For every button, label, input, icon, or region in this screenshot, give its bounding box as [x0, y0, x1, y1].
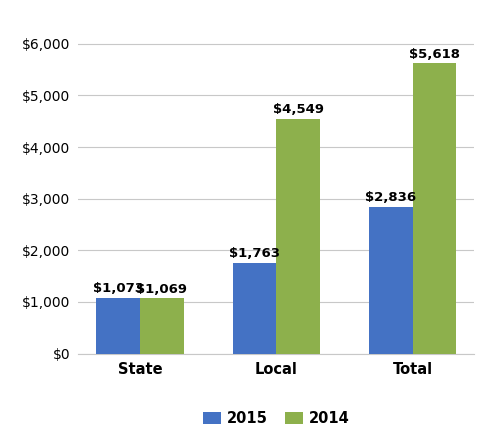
- Bar: [96, 298, 140, 354]
- Bar: [140, 298, 183, 354]
- Text: $1,069: $1,069: [136, 282, 187, 296]
- Text: $4,549: $4,549: [272, 103, 323, 116]
- Text: $5,618: $5,618: [408, 48, 459, 60]
- Legend: 2015, 2014: 2015, 2014: [197, 405, 354, 426]
- Bar: [412, 63, 455, 354]
- Text: $1,073: $1,073: [92, 282, 143, 295]
- Bar: [368, 207, 412, 354]
- Text: $1,763: $1,763: [228, 247, 280, 260]
- Text: $2,836: $2,836: [365, 191, 416, 204]
- Bar: [232, 262, 276, 354]
- Bar: [276, 119, 319, 354]
